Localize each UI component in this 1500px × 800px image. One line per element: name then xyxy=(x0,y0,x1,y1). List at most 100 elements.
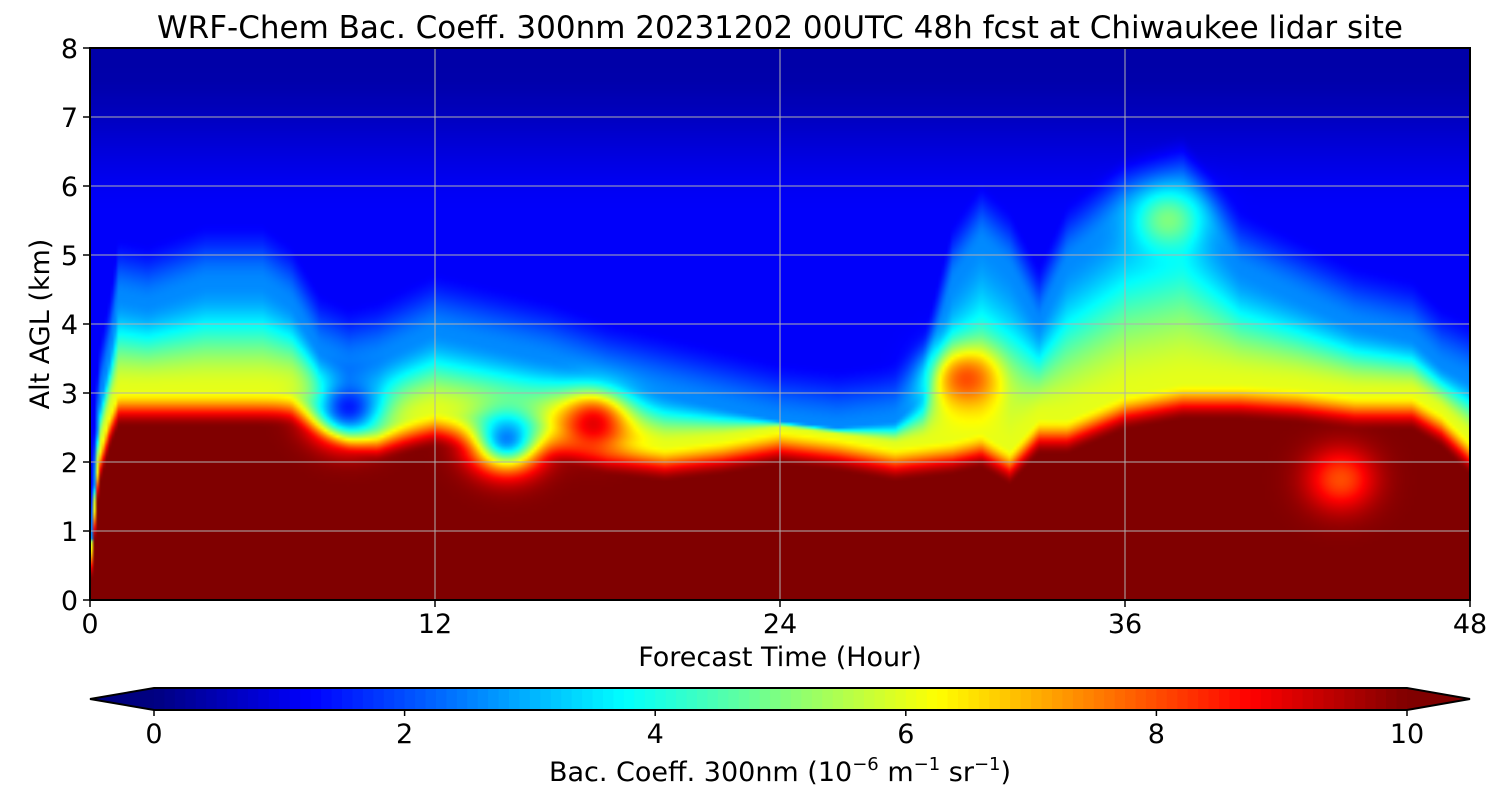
colorbar-segment xyxy=(540,688,552,710)
colorbar-segment xyxy=(1239,688,1251,710)
colorbar-segment xyxy=(383,688,395,710)
colorbar-segment xyxy=(195,688,207,710)
colorbar-segment xyxy=(321,688,333,710)
colorbar-segment xyxy=(655,688,667,710)
colorbar-segment xyxy=(1041,688,1053,710)
colorbar-segment xyxy=(415,688,427,710)
colorbar-segment xyxy=(258,688,270,710)
colorbar-segment xyxy=(843,688,855,710)
colorbar-segment xyxy=(999,688,1011,710)
x-tick-label: 36 xyxy=(1108,609,1142,640)
colorbar-label-main: Bac. Coeff. 300nm (10 xyxy=(549,757,852,788)
colorbar-segment xyxy=(1010,688,1022,710)
colorbar-label-mid: m xyxy=(879,757,914,788)
colorbar-segment xyxy=(509,688,521,710)
colorbar-segment xyxy=(1156,688,1168,710)
colorbar-segment xyxy=(905,688,917,710)
colorbar-segment xyxy=(613,688,625,710)
colorbar-segment xyxy=(404,688,416,710)
y-tick-label: 0 xyxy=(61,586,78,617)
colorbar-segment xyxy=(602,688,615,710)
colorbar-label-exp3: −1 xyxy=(974,754,1001,775)
colorbar-segment xyxy=(1145,688,1157,710)
colorbar-segment xyxy=(832,688,844,710)
colorbar-segment xyxy=(216,688,228,710)
colorbar-segment xyxy=(1396,688,1408,710)
colorbar-segment xyxy=(185,688,197,710)
colorbar-segment xyxy=(1020,688,1032,710)
colorbar-segment xyxy=(1051,688,1064,710)
colorbar-segment xyxy=(425,688,437,710)
colorbar-segment xyxy=(1313,688,1325,710)
colorbar-segment xyxy=(623,688,635,710)
grid-lines xyxy=(90,48,1470,600)
colorbar-segment xyxy=(341,688,353,710)
colorbar-segment xyxy=(247,688,260,710)
colorbar-segment xyxy=(1135,688,1147,710)
colorbar-segment xyxy=(1292,688,1304,710)
colorbar-segment xyxy=(174,688,186,710)
colorbar-segment xyxy=(1104,688,1116,710)
colorbar-segment xyxy=(582,688,594,710)
colorbar-segment xyxy=(237,688,249,710)
colorbar-segment xyxy=(331,688,343,710)
colorbar-segment xyxy=(550,688,562,710)
colorbar-segment xyxy=(1365,688,1377,710)
colorbar-tick-label: 10 xyxy=(1390,719,1424,750)
colorbar-tick-label: 0 xyxy=(145,719,162,750)
y-axis-label: Alt AGL (km) xyxy=(25,239,56,410)
colorbar-segment xyxy=(446,688,458,710)
colorbar-segment xyxy=(352,688,364,710)
y-tick-label: 4 xyxy=(61,310,78,341)
colorbar-segment xyxy=(1177,688,1189,710)
colorbar-segment xyxy=(759,688,771,710)
colorbar-segment xyxy=(1271,688,1283,710)
colorbar-segment xyxy=(1072,688,1084,710)
colorbar-segment xyxy=(1114,688,1126,710)
colorbar-segment xyxy=(978,688,990,710)
x-tick-label: 24 xyxy=(763,609,797,640)
y-tick-label: 7 xyxy=(61,103,78,134)
colorbar-segment xyxy=(696,688,709,710)
colorbar-segment xyxy=(874,688,886,710)
colorbar-segment xyxy=(801,688,813,710)
colorbar-tick-label: 2 xyxy=(396,719,413,750)
y-tick-label: 3 xyxy=(61,379,78,410)
colorbar-segment xyxy=(1062,688,1074,710)
colorbar-segment xyxy=(1125,688,1137,710)
colorbar-segment xyxy=(477,688,489,710)
colorbar-segment xyxy=(592,688,604,710)
colorbar-segment xyxy=(519,688,531,710)
colorbar-segment xyxy=(1219,688,1231,710)
x-tick-label: 0 xyxy=(81,609,98,640)
colorbar-segment xyxy=(1323,688,1335,710)
colorbar-segment xyxy=(1198,688,1210,710)
colorbar-segment xyxy=(289,688,301,710)
colorbar-segment xyxy=(310,688,322,710)
colorbar-label-exp1: −6 xyxy=(852,754,879,775)
colorbar-segment xyxy=(864,688,876,710)
x-tick-label: 48 xyxy=(1453,609,1487,640)
colorbar-segment xyxy=(227,688,239,710)
colorbar-segment xyxy=(561,688,573,710)
colorbar-tick-label: 4 xyxy=(647,719,664,750)
colorbar-segment xyxy=(1093,688,1105,710)
colorbar-segment xyxy=(435,688,447,710)
colorbar-gradient xyxy=(154,688,1408,710)
colorbar-extend-low xyxy=(90,688,154,710)
colorbar-segment xyxy=(394,688,406,710)
colorbar-segment xyxy=(268,688,280,710)
colorbar-segment xyxy=(937,688,949,710)
colorbar-segment xyxy=(644,688,656,710)
colorbar-segment xyxy=(665,688,677,710)
colorbar-label-exp2: −1 xyxy=(914,754,941,775)
colorbar-ticks: 0 2 4 6 8 10 xyxy=(145,710,1424,750)
colorbar-segment xyxy=(1083,688,1095,710)
colorbar-label: Bac. Coeff. 300nm (10−6 m−1 sr−1) xyxy=(549,754,1011,788)
colorbar-segment xyxy=(1375,688,1387,710)
colorbar-segment xyxy=(634,688,646,710)
colorbar-segment xyxy=(467,688,479,710)
colorbar-segment xyxy=(1302,688,1314,710)
x-axis-label: Forecast Time (Hour) xyxy=(638,642,922,673)
colorbar-tick-label: 6 xyxy=(897,719,914,750)
